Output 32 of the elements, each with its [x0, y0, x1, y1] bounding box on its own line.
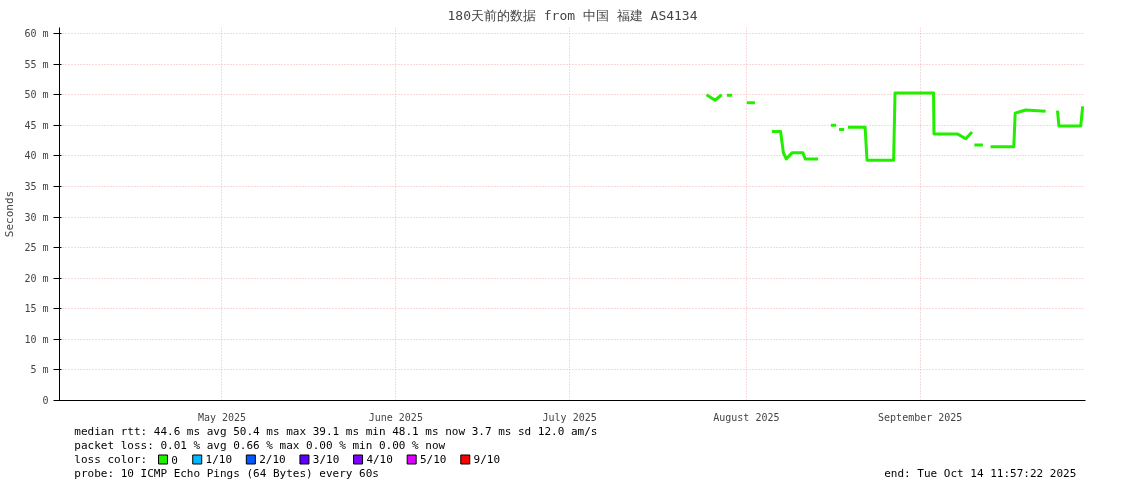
- legend-label: 9/10: [473, 453, 501, 466]
- y-tick-label: 10 m: [24, 333, 49, 345]
- y-tick-label: 25 m: [24, 242, 49, 254]
- y-axis-title: Seconds: [3, 190, 17, 238]
- y-tick-label: 5 m: [30, 364, 49, 376]
- legend-label: 3/10: [312, 453, 340, 466]
- y-tick-label: 0: [42, 395, 49, 406]
- legend-title: loss color:: [74, 453, 148, 466]
- x-tick-label: August 2025: [713, 411, 780, 423]
- y-tick-label: 35 m: [24, 180, 49, 192]
- x-tick-label: June 2025: [368, 411, 423, 423]
- y-tick-label: 40 m: [24, 150, 49, 162]
- y-tick-label: 20 m: [24, 272, 49, 284]
- x-tick-label: May 2025: [197, 411, 247, 423]
- y-tick-label: 55 m: [24, 58, 49, 70]
- x-tick-label: September 2025: [878, 411, 963, 423]
- x-tick-label: July 2025: [542, 411, 597, 423]
- legend-label: 4/10: [366, 453, 393, 466]
- legend-label: 2/10: [259, 453, 286, 466]
- y-tick-label: 15 m: [24, 303, 49, 315]
- y-tick-label: 50 m: [24, 89, 49, 101]
- text: end: Tue Oct 14 11:57:22 2025: [884, 467, 1077, 480]
- legend-label: 0: [171, 453, 178, 467]
- y-tick-label: 30 m: [24, 211, 49, 223]
- y-tick-label: 60 m: [24, 28, 49, 40]
- legend-label: 5/10: [419, 453, 447, 466]
- y-tick-label: 45 m: [24, 119, 49, 131]
- chart-title: 180天前的数据 from 中国 福建 AS4134: [447, 7, 698, 23]
- text: median rtt: 44.6 ms avg 50.4 ms max 39.1 ms min 48.1 ms now 3.7 ms sd 12.0 am/s: [74, 425, 598, 438]
- text: probe: 10 ICMP Echo Pings (64 Bytes) every 60s: [74, 467, 379, 480]
- legend-label: 1/10: [205, 453, 233, 466]
- text: packet loss: 0.01 % avg 0.66 % max 0.00 % min 0.00 % now: [74, 439, 446, 452]
